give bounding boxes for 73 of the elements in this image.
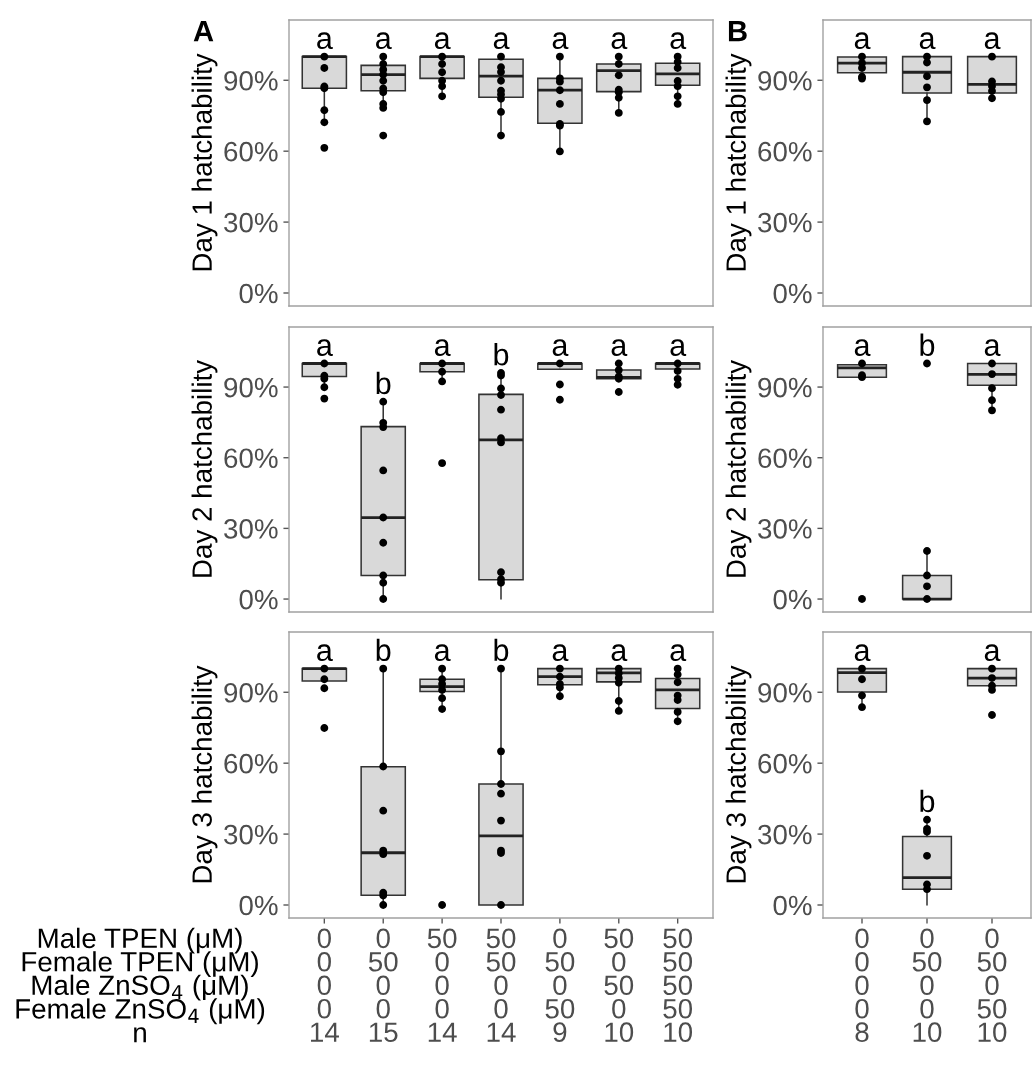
annotation: b [376,371,391,395]
annotation: a [317,644,333,662]
annotation: a [434,339,451,357]
annotation: a [611,644,628,662]
annotation: b [376,638,391,662]
text: n [134,1027,146,1043]
chart-title: B [728,21,747,42]
y-tick-label: 60% [224,141,278,162]
annotation: a [984,644,1001,662]
annotation: a [552,32,569,50]
y-axis-title: Day 3 hatchability [725,665,752,883]
x-tick-label: 0 50 0 50 9 [545,928,575,1043]
x-tick-label: 0 0 0 0 8 [855,928,869,1043]
x-tick-label: 50 50 50 50 10 [663,928,693,1043]
y-tick-label: 60% [224,753,278,774]
y-tick-label: 90% [758,682,812,703]
annotation: a [552,339,569,357]
y-tick-label: 30% [758,212,812,233]
y-axis-title: Day 2 hatchability [725,359,752,577]
annotation: a [611,339,628,357]
y-tick-label: 90% [758,377,812,398]
chart-title: A [193,21,214,42]
annotation: a [670,339,687,357]
annotation: b [920,333,935,357]
y-axis-title: Day 1 hatchability [191,53,218,271]
annotation: a [670,644,687,662]
y-tick-label: 0% [773,895,812,916]
annotation: b [494,343,509,366]
y-tick-label: 0% [239,895,278,916]
annotation: a [317,32,333,50]
y-tick-label: 90% [758,70,812,91]
x-tick-label: 0 50 0 0 10 [912,928,942,1043]
y-axis-title: Day 1 hatchability [725,53,752,271]
annotation: a [434,32,451,50]
x-tick-label: 0 50 0 50 10 [977,928,1007,1043]
y-tick-label: 0% [773,589,812,610]
y-axis-title: Day 3 hatchability [191,665,218,883]
annotation: a [670,32,687,50]
x-tick-label: 0 0 0 0 14 [311,928,339,1042]
y-tick-label: 60% [758,141,812,162]
y-tick-label: 90% [224,70,278,91]
y-tick-label: 30% [224,212,278,233]
y-tick-label: 30% [758,824,812,845]
annotation: a [854,644,871,662]
y-tick-label: 0% [773,283,812,304]
annotation: b [920,789,935,813]
y-axis-title: Day 2 hatchability [191,359,218,577]
y-tick-label: 30% [758,519,812,539]
x-tick-label: 50 0 0 0 14 [427,928,457,1042]
annotation: b [494,638,509,662]
annotation: a [552,644,569,662]
x-tick-label: 0 50 0 0 15 [368,928,398,1043]
y-tick-label: 90% [224,377,278,398]
annotation: a [919,32,936,50]
annotation: a [854,339,871,357]
y-tick-label: 0% [239,589,278,610]
annotation: a [984,32,1001,50]
x-tick-label: 50 0 50 0 10 [604,928,634,1043]
y-tick-label: 60% [224,448,278,469]
y-tick-label: 30% [224,824,278,845]
annotation: a [984,339,1001,357]
annotation: a [493,32,510,50]
y-tick-label: 0% [239,283,278,304]
annotation: a [317,339,333,357]
annotation: a [854,32,871,50]
x-tick-label: 50 50 0 0 14 [486,928,516,1042]
y-tick-label: 90% [224,682,278,703]
y-tick-label: 60% [758,753,812,774]
y-tick-label: 60% [758,448,812,469]
annotation: a [376,32,392,50]
annotation: a [611,32,628,50]
y-tick-label: 30% [224,519,278,539]
annotation: a [434,644,451,662]
